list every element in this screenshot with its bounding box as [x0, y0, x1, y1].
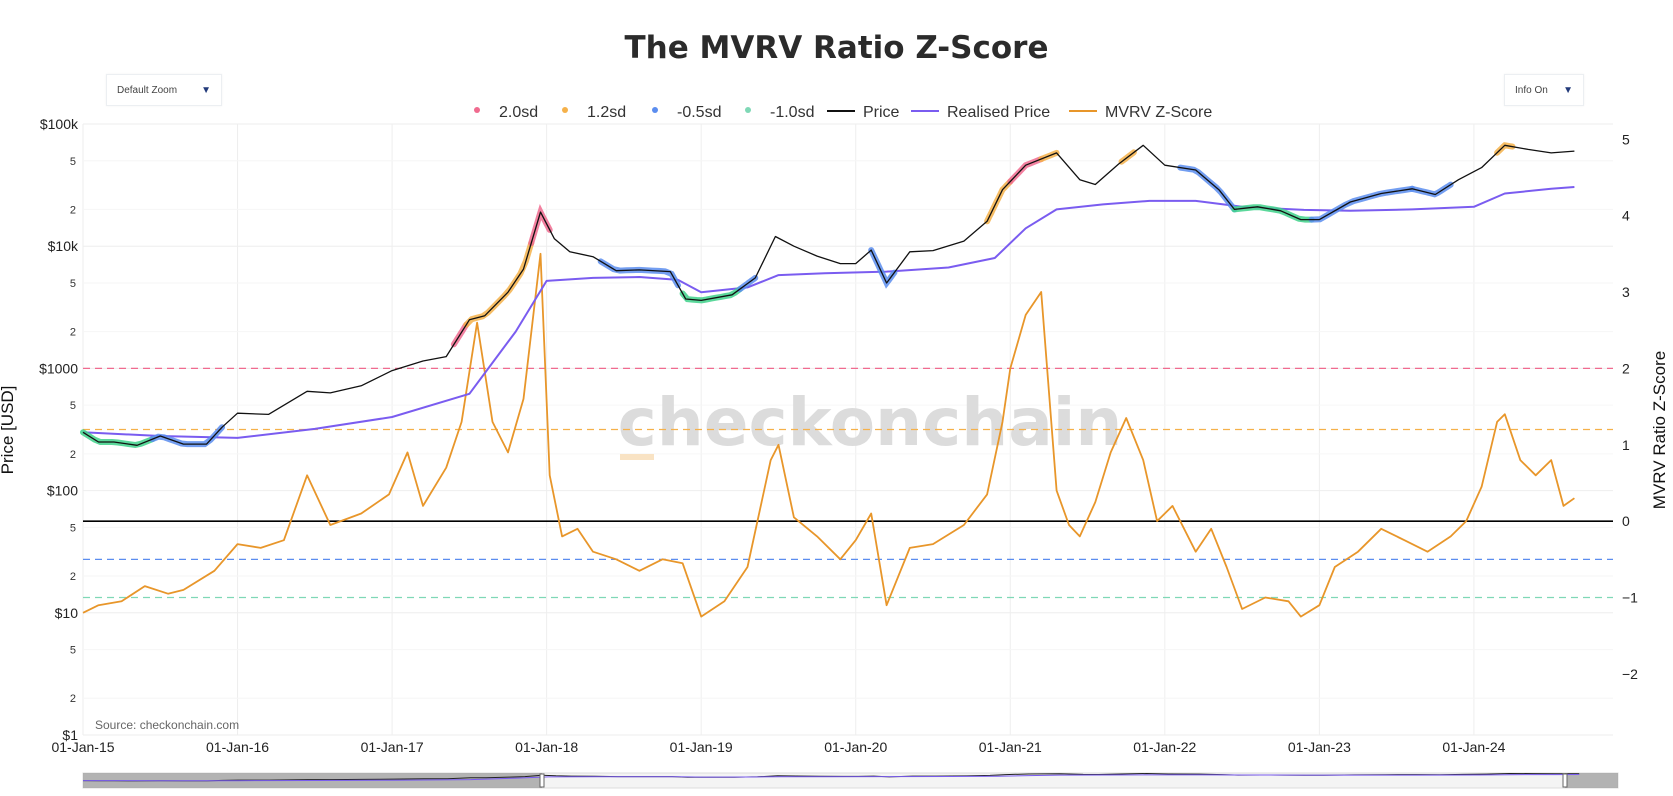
range-slider[interactable]: [82, 772, 1619, 789]
chart-title: The MVRV Ratio Z-Score: [624, 30, 1049, 66]
y-left-minor-tick-label: 5: [70, 645, 76, 657]
price-highlight-2-0sd: [1007, 156, 1045, 185]
legend-label: 2.0sd: [499, 104, 538, 121]
sd-bands: [83, 367, 1613, 599]
chevron-down-icon: ▼: [1563, 84, 1573, 96]
watermark: checkonchain: [618, 384, 1123, 461]
legend-item-price[interactable]: Price: [827, 104, 900, 121]
legend-marker-dot: [652, 107, 658, 113]
legend-label: 1.2sd: [587, 104, 626, 121]
y-right-tick-label: 4: [1622, 208, 1630, 224]
y-axis-left-label: Price [USD]: [0, 386, 17, 475]
x-tick-label: 01-Jan-22: [1133, 739, 1196, 755]
range-slider-mask-right: [1565, 773, 1618, 788]
y-right-tick-label: 2: [1622, 360, 1630, 376]
y-left-tick-label: $1000: [39, 360, 78, 376]
y-right-tick-label: −2: [1622, 666, 1638, 682]
y-left-tick-label: $100k: [40, 116, 79, 132]
y-left-tick-label: $100: [47, 483, 78, 499]
y-left-minor-tick-label: 2: [70, 693, 76, 705]
y-left-minor-tick-label: 2: [70, 204, 76, 216]
legend-marker-dot: [562, 107, 568, 113]
y-axis-right-label: MVRV Ratio Z-Score: [1650, 351, 1669, 509]
legend-label: Realised Price: [947, 104, 1050, 121]
x-tick-label: 01-Jan-16: [206, 739, 269, 755]
x-tick-label: 01-Jan-24: [1442, 739, 1505, 755]
zoom-dropdown-label: Default Zoom: [117, 84, 178, 96]
y-left-minor-tick-label: 2: [70, 449, 76, 461]
legend-item-mvrv-z-score[interactable]: MVRV Z-Score: [1069, 104, 1212, 121]
chevron-down-icon: ▼: [201, 84, 211, 96]
legend-label: -0.5sd: [677, 104, 721, 121]
axes: 01-Jan-15 01-Jan-16 01-Jan-17 01-Jan-18 01-J…: [39, 116, 1638, 755]
y-left-minor-tick-label: 5: [70, 522, 76, 534]
legend-label: Price: [863, 104, 900, 121]
y-right-tick-label: 5: [1622, 131, 1630, 147]
y-right-tick-label: 1: [1622, 437, 1630, 453]
legend-marker-dot: [474, 107, 480, 113]
legend-item-2-0sd[interactable]: 2.0sd: [474, 104, 538, 121]
price-highlight--0-5sd: [149, 424, 226, 448]
y-left-minor-tick-label: 5: [70, 400, 76, 412]
info-dropdown[interactable]: Info On ▼: [1504, 74, 1584, 106]
y-left-minor-tick-label: 5: [70, 156, 76, 168]
legend-item--1-0sd[interactable]: -1.0sd: [745, 104, 814, 121]
zoom-dropdown[interactable]: Default Zoom ▼: [106, 74, 222, 106]
info-dropdown-label: Info On: [1515, 84, 1548, 96]
y-right-tick-label: 0: [1622, 513, 1630, 529]
range-slider-handle-right[interactable]: [1562, 773, 1568, 788]
y-left-tick-label: $10k: [48, 238, 79, 254]
x-tick-label: 01-Jan-19: [670, 739, 733, 755]
y-left-minor-tick-label: 5: [70, 278, 76, 290]
x-tick-label: 01-Jan-20: [824, 739, 887, 755]
series-realised-price: [82, 186, 1575, 439]
y-left-tick-label: $1: [62, 727, 78, 743]
series-lines[interactable]: [80, 142, 1575, 618]
price-highlight--0-5sd: [1409, 181, 1454, 198]
legend-item-realised-price[interactable]: Realised Price: [911, 104, 1050, 121]
y-left-minor-tick-label: 2: [70, 327, 76, 339]
x-tick-label: 01-Jan-23: [1288, 739, 1351, 755]
legend-item-1-2sd[interactable]: 1.2sd: [562, 104, 626, 121]
x-tick-label: 01-Jan-18: [515, 739, 578, 755]
series-price: [82, 144, 1575, 446]
source-note: Source: checkonchain.com: [95, 718, 239, 732]
x-tick-label: 01-Jan-21: [979, 739, 1042, 755]
y-right-tick-label: −1: [1622, 590, 1638, 606]
range-slider-preview-realised: [82, 774, 1580, 782]
watermark-mark: [620, 454, 654, 460]
range-slider-handle-left[interactable]: [539, 773, 545, 788]
y-left-minor-tick-label: 2: [70, 571, 76, 583]
price-highlight--0-5sd: [597, 258, 681, 289]
legend[interactable]: 2.0sd 1.2sd -0.5sd -1.0sd Price Realised Pric…: [474, 104, 1212, 121]
legend-marker-dot: [745, 107, 751, 113]
y-left-tick-label: $10: [55, 605, 79, 621]
price-highlight-1-2sd: [463, 240, 535, 328]
y-right-tick-label: 3: [1622, 284, 1630, 300]
series-mvrv-z-score: [82, 252, 1575, 618]
legend-item--0-5sd[interactable]: -0.5sd: [652, 104, 721, 121]
legend-label: MVRV Z-Score: [1105, 104, 1212, 121]
legend-label: -1.0sd: [770, 104, 814, 121]
x-tick-label: 01-Jan-15: [51, 739, 114, 755]
x-tick-label: 01-Jan-17: [361, 739, 424, 755]
